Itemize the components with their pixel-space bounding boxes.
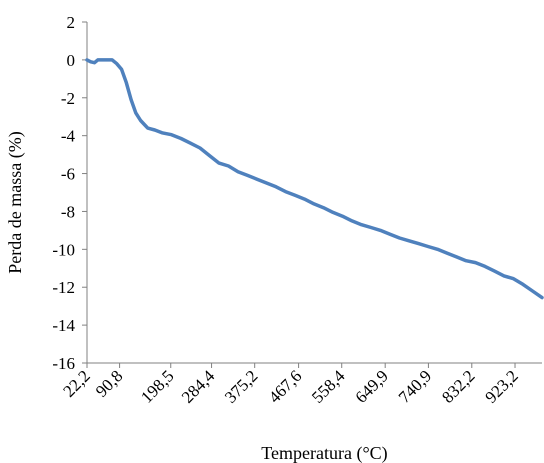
y-tick-label: -6 bbox=[61, 165, 75, 184]
x-tick-label: 740,9 bbox=[395, 366, 435, 406]
series-group bbox=[85, 58, 544, 300]
x-tick-label: 90,8 bbox=[92, 366, 126, 400]
x-tick-label: 558,4 bbox=[308, 366, 349, 407]
x-tick-label: 649,9 bbox=[352, 366, 392, 406]
x-tick-label: 375,2 bbox=[221, 366, 261, 406]
x-tick-label: 832,2 bbox=[438, 366, 478, 406]
x-tick-label: 198,5 bbox=[137, 366, 177, 406]
y-tick-label: 0 bbox=[67, 51, 76, 70]
y-tick-label: -10 bbox=[52, 240, 75, 259]
y-tick-label: -4 bbox=[61, 127, 76, 146]
y-tick-label: -16 bbox=[52, 354, 75, 373]
y-axis-title: Perda de massa (%) bbox=[5, 131, 26, 273]
x-ticks: 22,290,8 198,5 284,4 375,2 467,6 558,4 649,9 74… bbox=[59, 363, 522, 407]
x-tick-label: 284,4 bbox=[178, 366, 219, 407]
y-tick-label: -2 bbox=[61, 89, 75, 108]
series-line bbox=[85, 58, 544, 300]
y-tick-label: 2 bbox=[67, 13, 76, 32]
y-tick-label: -12 bbox=[52, 278, 75, 297]
y-tick-label: -14 bbox=[52, 316, 75, 335]
x-axis-title: Temperatura (°C) bbox=[261, 443, 387, 463]
x-tick-label: 923,2 bbox=[481, 366, 521, 406]
y-tick-label: -8 bbox=[61, 202, 75, 221]
x-tick-label: 467,6 bbox=[265, 366, 305, 406]
y-ticks: 2 0 -2 -4 -6 -8 -10 -12 -14 -16 bbox=[52, 13, 87, 373]
